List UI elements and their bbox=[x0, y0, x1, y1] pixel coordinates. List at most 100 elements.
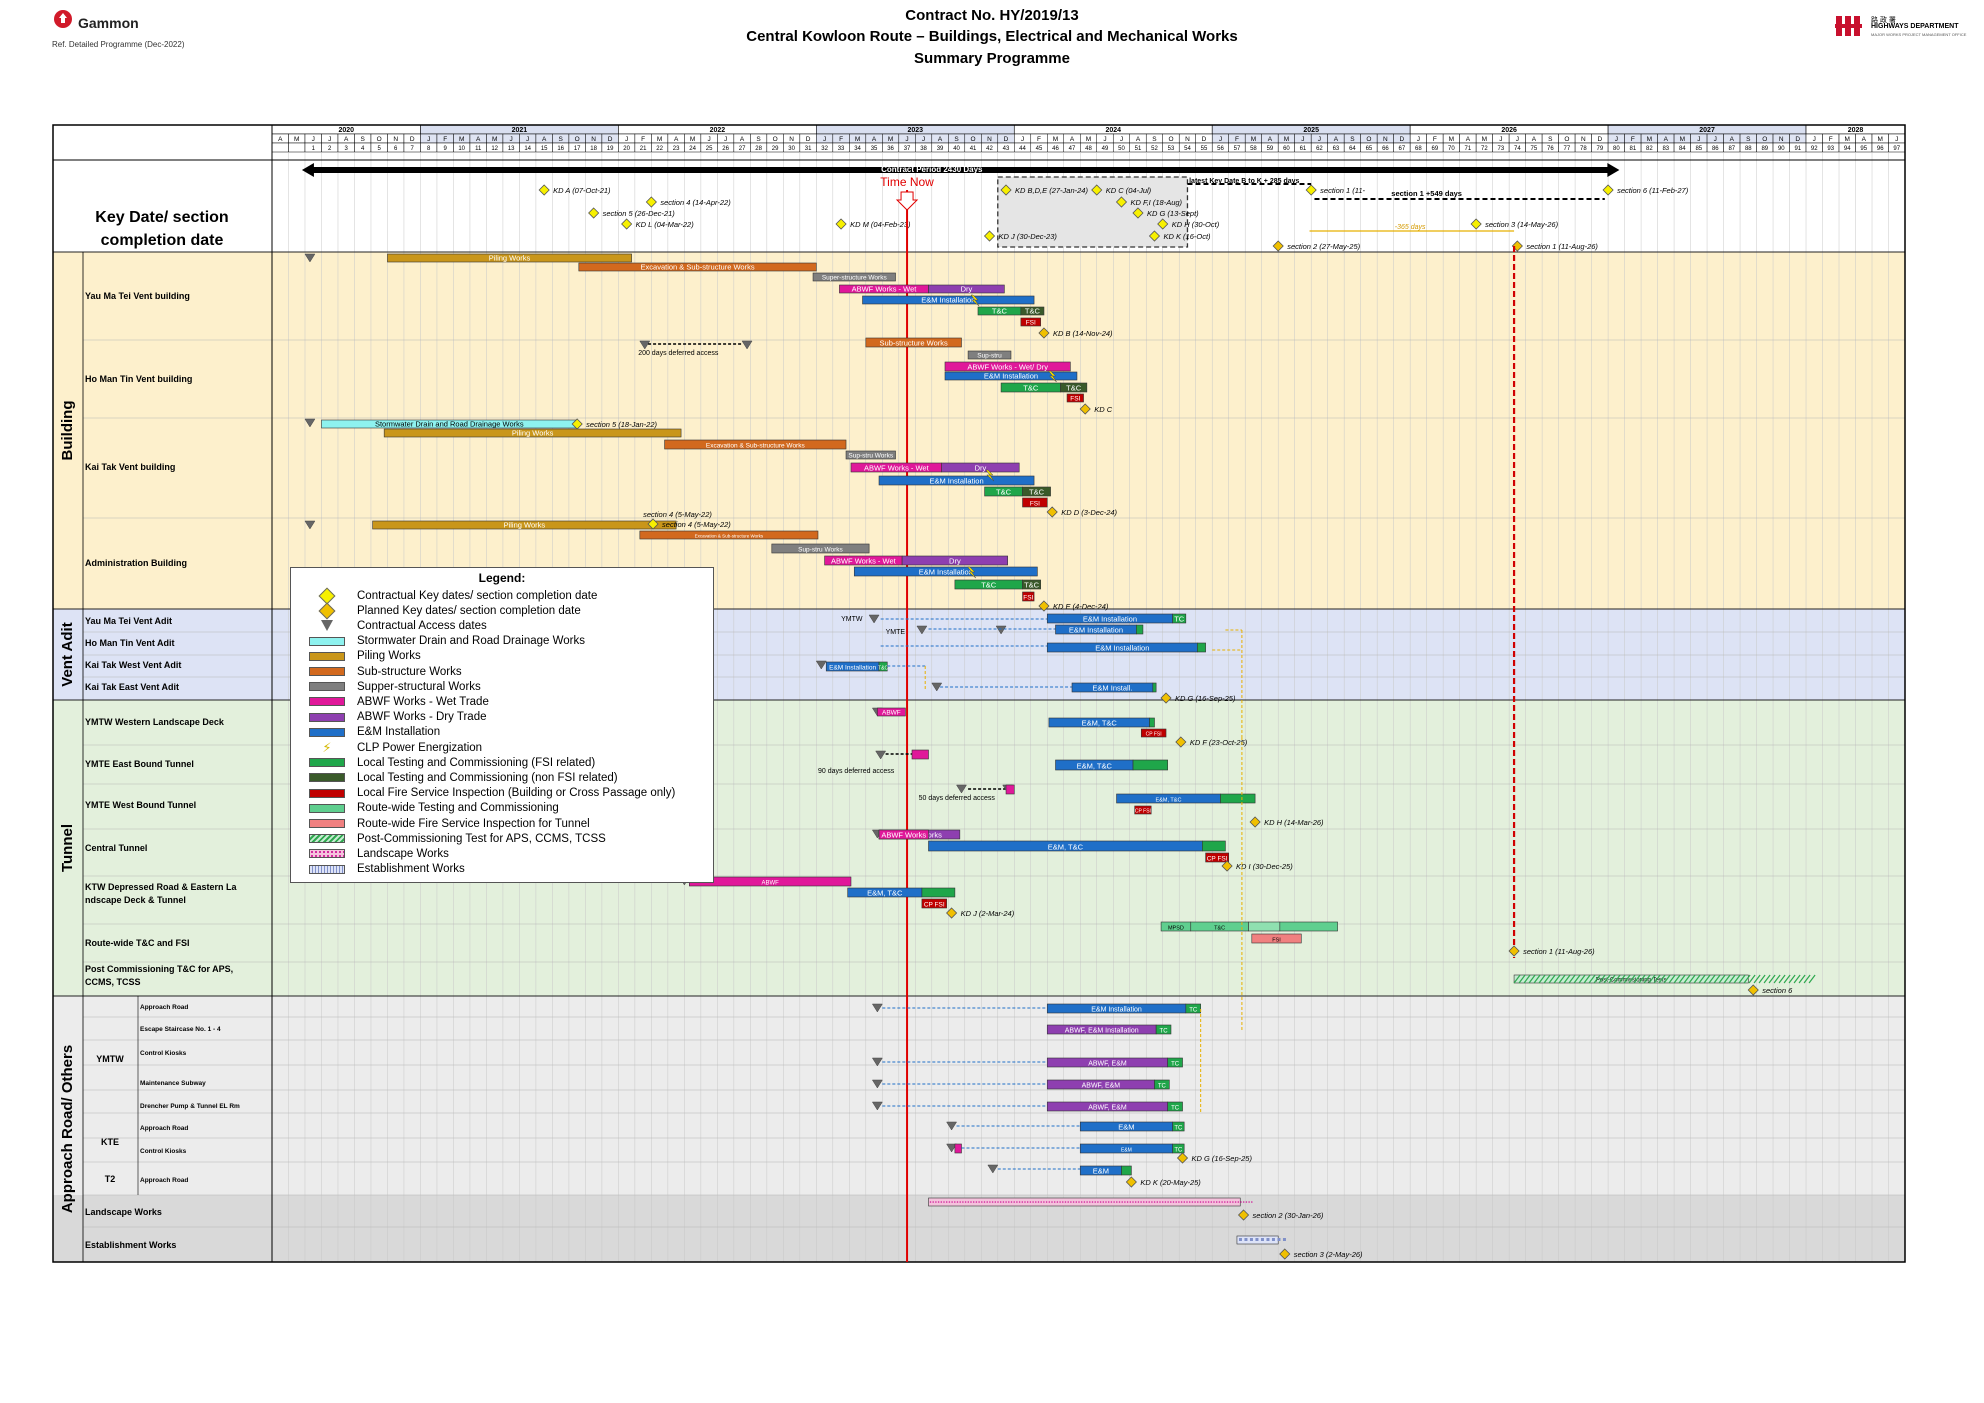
month-label: O bbox=[1564, 136, 1569, 143]
landscape-dot bbox=[1110, 1201, 1113, 1203]
row-label: Control Kiosks bbox=[140, 1148, 187, 1155]
month-label: M bbox=[1680, 136, 1685, 143]
month-number: 68 bbox=[1415, 146, 1422, 152]
landscape-dot bbox=[1151, 1201, 1153, 1203]
landscape-dot bbox=[1126, 1201, 1129, 1203]
task-bar bbox=[664, 439, 847, 450]
task-bar-label: FSI bbox=[1026, 320, 1036, 327]
row-label: Central Tunnel bbox=[85, 843, 147, 853]
hatch-stroke bbox=[1723, 974, 1731, 984]
month-label: A bbox=[1730, 136, 1735, 143]
minus365-note: -365 days bbox=[1395, 224, 1426, 231]
landscape-dot bbox=[943, 1201, 945, 1203]
month-label: N bbox=[591, 136, 596, 143]
legend-item-label: Planned Key dates/ section completion da… bbox=[357, 604, 581, 617]
legend-swatch bbox=[309, 849, 345, 859]
key-date-label: KD K (16-Oct) bbox=[1163, 232, 1211, 241]
key-date-diamond bbox=[1305, 184, 1317, 196]
landscape-dot bbox=[956, 1201, 959, 1203]
landscape-dot bbox=[972, 1201, 975, 1203]
month-number: 56 bbox=[1217, 146, 1224, 152]
landscape-dot bbox=[986, 1201, 988, 1203]
landscape-dot bbox=[1045, 1201, 1048, 1203]
task-bar-label: T&C bbox=[1214, 926, 1225, 932]
legend-item: Planned Key dates/ section completion da… bbox=[309, 602, 581, 620]
landscape-dot bbox=[1016, 1201, 1018, 1203]
task-bar-label: ABWF Works bbox=[881, 831, 926, 840]
task-bar-label: MPSD bbox=[1168, 926, 1184, 932]
landscape-dot bbox=[935, 1201, 937, 1203]
month-label: D bbox=[1202, 136, 1207, 143]
row-label: Kai Tak West Vent Adit bbox=[85, 660, 181, 670]
month-label: A bbox=[542, 136, 547, 143]
landscape-dot bbox=[978, 1201, 980, 1203]
month-label: M bbox=[492, 136, 497, 143]
landscape-dot bbox=[940, 1201, 943, 1203]
month-number: 97 bbox=[1893, 146, 1900, 152]
month-label: M bbox=[1845, 136, 1850, 143]
landscape-dot bbox=[1102, 1201, 1105, 1203]
month-label: M bbox=[855, 136, 860, 143]
access-date-triangle bbox=[304, 418, 316, 428]
task-bar bbox=[639, 530, 819, 540]
milestone-label: KD G (16-Sep-25) bbox=[1175, 694, 1236, 703]
legend-item: E&M Installation bbox=[309, 725, 440, 740]
legend-item-label: Post-Commissioning Test for APS, CCMS, T… bbox=[357, 832, 606, 845]
legend-swatch bbox=[309, 864, 345, 874]
task-bar bbox=[1155, 1024, 1172, 1035]
month-number: 92 bbox=[1811, 146, 1818, 152]
task-bar-label: ABWF, E&M bbox=[1082, 1083, 1121, 1090]
milestone-label: section 6 bbox=[1762, 986, 1793, 995]
row-label: Approach Road bbox=[140, 1004, 188, 1011]
landscape-dot bbox=[1199, 1201, 1202, 1203]
landscape-dot bbox=[1024, 1201, 1026, 1203]
month-label: S bbox=[1152, 136, 1157, 143]
task-bar bbox=[1134, 805, 1152, 815]
year-label: 2022 bbox=[710, 127, 726, 134]
task-bar-label: T&C bbox=[981, 581, 997, 590]
clp-power-bolt bbox=[970, 294, 980, 307]
task-bar-label: E&M, T&C bbox=[1048, 843, 1084, 852]
month-label: A bbox=[1268, 136, 1273, 143]
legend-item: Post-Commissioning Test for APS, CCMS, T… bbox=[309, 831, 606, 846]
task-bar-label: Stormwater Drain and Road Drainage Works bbox=[375, 420, 524, 429]
legend-item-label: Stormwater Drain and Road Drainage Works bbox=[357, 635, 585, 648]
section-band bbox=[53, 996, 1905, 1195]
landscape-dot bbox=[929, 1201, 932, 1203]
month-label: J bbox=[1895, 136, 1898, 143]
landscape-dot bbox=[1226, 1201, 1229, 1203]
month-label: J bbox=[312, 136, 315, 143]
landscape-dot bbox=[1059, 1201, 1061, 1203]
month-number: 1 bbox=[312, 146, 316, 152]
task-bar-label: E&M Installation bbox=[1069, 626, 1123, 635]
landscape-dot bbox=[1250, 1201, 1253, 1203]
key-date-diamond bbox=[1470, 218, 1482, 230]
month-number: 79 bbox=[1596, 146, 1603, 152]
hatch-stroke bbox=[1673, 974, 1681, 984]
task-bar-label: CP FSI bbox=[1207, 856, 1228, 863]
gammon-logo: Gammon bbox=[52, 8, 139, 37]
legend-swatch bbox=[309, 727, 345, 737]
legend-swatch bbox=[309, 636, 345, 646]
task-bar-label: E&M bbox=[1093, 1167, 1109, 1176]
month-number: 9 bbox=[444, 146, 448, 152]
row-label-cont: ndscape Deck & Tunnel bbox=[85, 895, 186, 905]
month-number: 6 bbox=[394, 146, 398, 152]
task-bar bbox=[1513, 974, 1749, 984]
hatch-stroke bbox=[1663, 974, 1671, 984]
month-label: N bbox=[1779, 136, 1784, 143]
time-now-label: Time Now bbox=[880, 175, 934, 189]
landscape-dot bbox=[1051, 1201, 1053, 1203]
month-label: M bbox=[1251, 136, 1256, 143]
legend-swatch bbox=[309, 819, 345, 828]
month-number: 26 bbox=[722, 146, 729, 152]
milestone-label: KD B (14-Nov-24) bbox=[1053, 329, 1113, 338]
milestone-label: KD D (3-Dec-24) bbox=[1061, 508, 1117, 517]
access-date-triangle bbox=[871, 1003, 883, 1013]
month-label: A bbox=[1070, 136, 1075, 143]
landscape-dot bbox=[1167, 1201, 1169, 1203]
month-label: A bbox=[1664, 136, 1669, 143]
hatch-stroke bbox=[1518, 974, 1526, 984]
key-date-label: KD G (13-Sept) bbox=[1147, 209, 1199, 218]
month-number: 11 bbox=[475, 146, 482, 152]
